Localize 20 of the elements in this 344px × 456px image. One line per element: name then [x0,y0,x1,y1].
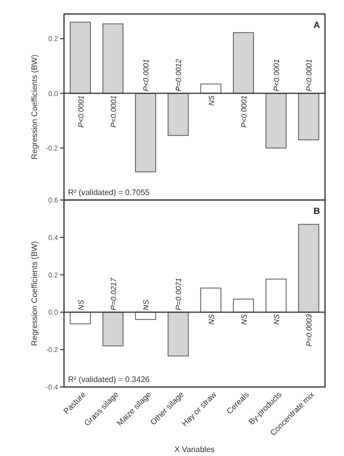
bar [232,298,254,313]
y-axis-title: Regression Coefficients (BW) [30,54,39,160]
annotation: R² (validated) = 0.7055 [68,188,150,197]
bar [266,92,287,148]
bar [298,224,320,313]
bar [135,92,156,172]
bar [266,278,287,313]
bar [102,23,124,94]
annotation: B [314,206,320,216]
bar [70,22,91,94]
y-axis-title: Regression Coefficients (BW) [30,240,39,346]
x-axis-title: X Variables [174,445,215,454]
annotation: A [314,20,320,30]
bar [232,32,254,94]
bar [102,312,124,346]
bar [168,92,189,136]
bar [298,92,320,140]
annotation: R² (validated) = 0.3426 [68,375,150,384]
bar [168,312,189,356]
bar [200,288,222,313]
